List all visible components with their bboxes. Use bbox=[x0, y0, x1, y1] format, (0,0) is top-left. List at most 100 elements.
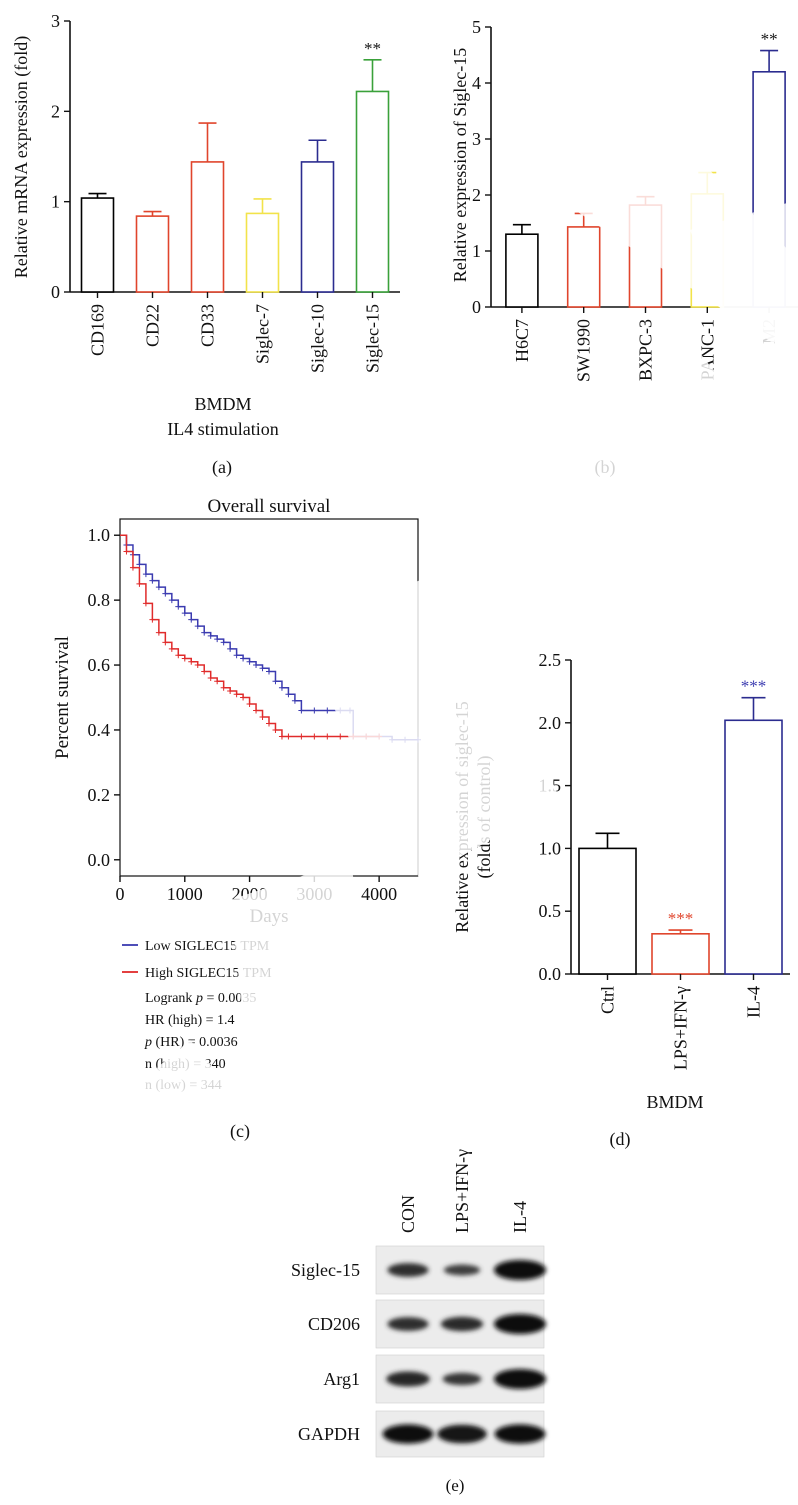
censor-mark bbox=[201, 629, 208, 636]
panel-label: (c) bbox=[230, 1121, 250, 1142]
blot-band bbox=[494, 1260, 546, 1280]
censor-mark bbox=[253, 662, 260, 669]
censor-mark bbox=[162, 590, 169, 597]
blot-row-label: CD206 bbox=[308, 1314, 360, 1334]
censor-mark bbox=[220, 639, 227, 646]
blot-band bbox=[494, 1314, 546, 1334]
bar bbox=[245, 212, 280, 293]
panel-a: 0 1 2 3 CD169 CD22 CD33 Siglec-7 Siglec-10 Siglec… bbox=[11, 11, 400, 478]
panel-d: 0.00.51.01.52.02.5CtrlLPS+IFN-γIL-4*****… bbox=[452, 650, 790, 1150]
blot-band bbox=[442, 1372, 482, 1386]
bar bbox=[578, 847, 637, 975]
x-tick-label: 0 bbox=[116, 884, 125, 904]
censor-mark bbox=[298, 707, 305, 714]
censor-mark bbox=[142, 600, 149, 607]
x-axis-label: BMDM bbox=[646, 1092, 703, 1112]
watermark-letter bbox=[520, 340, 760, 620]
censor-mark bbox=[259, 665, 266, 672]
y-axis-label: Percent survival bbox=[52, 636, 73, 759]
censor-mark bbox=[291, 697, 298, 704]
censor-mark bbox=[266, 668, 272, 675]
y-tick-label: 4 bbox=[472, 73, 481, 93]
bar bbox=[651, 933, 710, 975]
censor-mark bbox=[324, 733, 331, 740]
blot-row-label: Siglec-15 bbox=[291, 1260, 360, 1280]
censor-mark bbox=[272, 726, 279, 733]
blot-band bbox=[382, 1424, 434, 1444]
y-tick-label: 0.8 bbox=[88, 590, 111, 610]
blot-band bbox=[494, 1369, 546, 1389]
censor-mark bbox=[214, 636, 221, 643]
retracted-watermark bbox=[0, 140, 798, 1505]
y-axis-label: Relative mRNA expression (fold) bbox=[11, 36, 32, 278]
chart-title: Overall survival bbox=[208, 496, 331, 517]
panel-label: (a) bbox=[212, 457, 232, 478]
x-axis-label-line1: BMDM bbox=[194, 394, 251, 414]
significance-marker: ** bbox=[364, 39, 381, 58]
censor-mark bbox=[285, 691, 292, 698]
bar bbox=[190, 161, 225, 293]
censor-mark bbox=[168, 645, 175, 652]
y-tick-label: 0.0 bbox=[88, 850, 111, 870]
censor-mark bbox=[123, 548, 130, 555]
bar bbox=[80, 197, 115, 293]
watermark-letter bbox=[0, 1300, 120, 1505]
y-tick-label: 0.6 bbox=[88, 655, 111, 675]
censor-mark bbox=[259, 713, 266, 720]
watermark-letter bbox=[300, 560, 560, 880]
y-tick-label: 0.4 bbox=[88, 720, 111, 740]
y-tick-label: 1 bbox=[472, 241, 481, 261]
significance-marker: *** bbox=[741, 677, 767, 696]
censor-mark bbox=[246, 658, 253, 665]
censor-mark bbox=[227, 645, 234, 652]
censor-mark bbox=[233, 691, 240, 698]
stats-line: HR (high) = 1.4 bbox=[145, 1013, 235, 1028]
y-axis-label: Relative expression of Siglec-15 bbox=[450, 48, 470, 282]
x-tick-label: 1000 bbox=[167, 884, 203, 904]
x-tick-label: IL-4 bbox=[744, 986, 764, 1018]
watermark-letter bbox=[230, 860, 380, 1080]
censor-mark bbox=[181, 610, 188, 617]
y-tick-label: 2 bbox=[51, 101, 60, 121]
censor-mark bbox=[155, 629, 162, 636]
y-tick-label: 0.2 bbox=[88, 785, 111, 805]
censor-mark bbox=[240, 655, 247, 662]
lane-label: IL-4 bbox=[510, 1201, 530, 1233]
censor-mark bbox=[188, 658, 195, 665]
censor-mark bbox=[311, 707, 318, 714]
x-tick-label: 4000 bbox=[361, 884, 397, 904]
censor-mark bbox=[298, 733, 305, 740]
blot-band bbox=[440, 1316, 484, 1332]
lane-label: LPS+IFN-γ bbox=[452, 1149, 472, 1233]
stats-line: p (HR) = 0.0036 bbox=[144, 1035, 238, 1050]
x-tick-label: Siglec-15 bbox=[363, 304, 383, 373]
lane-label: CON bbox=[398, 1195, 418, 1233]
y-tick-label: 0 bbox=[472, 297, 481, 317]
censor-mark bbox=[278, 684, 285, 691]
x-tick-label: CD22 bbox=[143, 304, 163, 347]
censor-mark bbox=[149, 577, 156, 584]
censor-mark bbox=[214, 678, 221, 685]
y-tick-label: 3 bbox=[51, 11, 60, 31]
censor-mark bbox=[149, 616, 156, 623]
censor-mark bbox=[194, 623, 201, 630]
y-tick-label: 1.0 bbox=[88, 525, 111, 545]
censor-mark bbox=[220, 684, 227, 691]
blot-band bbox=[494, 1424, 546, 1444]
blot-band bbox=[387, 1317, 429, 1331]
censor-mark bbox=[136, 580, 143, 587]
y-tick-label: 0 bbox=[51, 282, 60, 302]
bar bbox=[300, 161, 335, 293]
watermark-letter bbox=[60, 1040, 240, 1215]
censor-mark bbox=[311, 733, 318, 740]
censor-mark bbox=[129, 564, 136, 571]
significance-marker: ** bbox=[761, 30, 778, 49]
x-tick-label: SW1990 bbox=[574, 319, 594, 382]
censor-mark bbox=[201, 668, 208, 675]
y-tick-label: 2 bbox=[472, 185, 481, 205]
x-tick-label: CD169 bbox=[88, 304, 108, 356]
watermark-letter bbox=[150, 1140, 300, 1290]
censor-mark bbox=[168, 597, 175, 604]
censor-mark bbox=[142, 571, 149, 578]
